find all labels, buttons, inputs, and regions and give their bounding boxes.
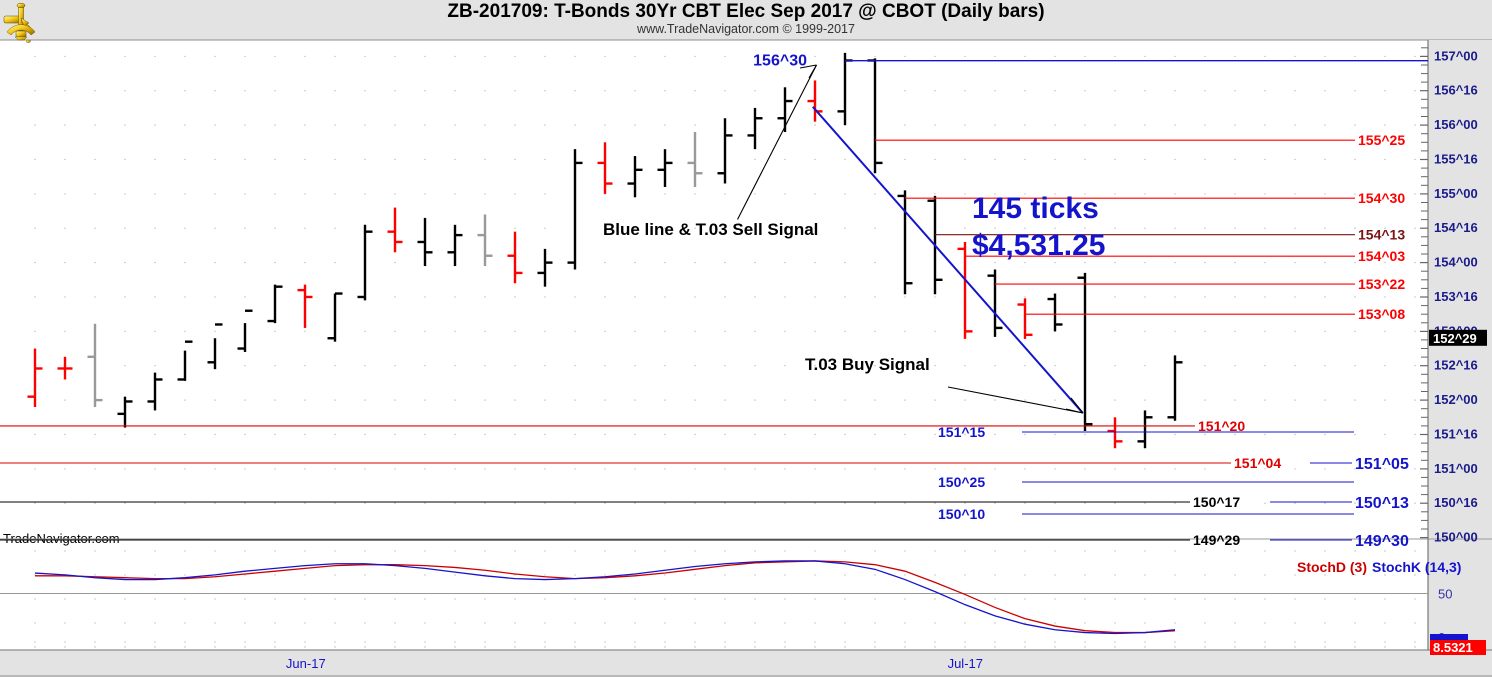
svg-text:153^22: 153^22: [1358, 276, 1405, 292]
svg-text:155^25: 155^25: [1358, 132, 1405, 148]
svg-text:Blue line & T.03 Sell Signal: Blue line & T.03 Sell Signal: [603, 220, 818, 239]
svg-text:www.TradeNavigator.com © 1999-: www.TradeNavigator.com © 1999-2017: [636, 22, 855, 36]
svg-text:154^13: 154^13: [1358, 227, 1405, 243]
svg-text:152^16: 152^16: [1434, 358, 1478, 373]
svg-text:Jun-17: Jun-17: [286, 656, 326, 671]
svg-text:152^00: 152^00: [1434, 392, 1478, 407]
svg-text:151^05: 151^05: [1355, 456, 1409, 473]
svg-text:$4,531.25: $4,531.25: [972, 229, 1105, 262]
svg-text:157^00: 157^00: [1434, 48, 1478, 63]
svg-text:156^00: 156^00: [1434, 117, 1478, 132]
svg-text:StochD (3): StochD (3): [1297, 559, 1367, 575]
svg-text:153^08: 153^08: [1358, 306, 1405, 322]
svg-text:151^04: 151^04: [1234, 455, 1281, 471]
svg-text:150^00: 150^00: [1434, 530, 1478, 545]
svg-text:150^25: 150^25: [938, 474, 985, 490]
svg-text:155^00: 155^00: [1434, 186, 1478, 201]
svg-text:8.5321: 8.5321: [1433, 640, 1473, 655]
svg-text:150^17: 150^17: [1193, 494, 1240, 510]
svg-text:149^30: 149^30: [1355, 533, 1409, 550]
svg-text:149^29: 149^29: [1193, 532, 1240, 548]
svg-text:150^13: 150^13: [1355, 495, 1409, 512]
svg-text:StochK (14,3): StochK (14,3): [1372, 559, 1461, 575]
svg-text:151^16: 151^16: [1434, 427, 1478, 442]
svg-text:150^10: 150^10: [938, 506, 985, 522]
svg-text:154^03: 154^03: [1358, 248, 1405, 264]
svg-text:153^16: 153^16: [1434, 289, 1478, 304]
svg-text:50: 50: [1438, 587, 1452, 602]
svg-text:Jul-17: Jul-17: [948, 656, 983, 671]
svg-text:150^16: 150^16: [1434, 495, 1478, 510]
svg-text:156^30: 156^30: [753, 53, 807, 70]
svg-text:ZB-201709: T-Bonds 30Yr CBT E: ZB-201709: T-Bonds 30Yr CBT Elec Sep 201…: [447, 1, 1044, 22]
svg-text:154^00: 154^00: [1434, 255, 1478, 270]
svg-text:156^16: 156^16: [1434, 83, 1478, 98]
svg-text:151^15: 151^15: [938, 424, 985, 440]
svg-text:145 ticks: 145 ticks: [972, 192, 1099, 225]
svg-text:154^16: 154^16: [1434, 220, 1478, 235]
svg-text:155^16: 155^16: [1434, 152, 1478, 167]
svg-text:T.03 Buy Signal: T.03 Buy Signal: [805, 355, 930, 374]
svg-text:154^30: 154^30: [1358, 190, 1405, 206]
svg-text:151^00: 151^00: [1434, 461, 1478, 476]
svg-text:152^29: 152^29: [1433, 331, 1477, 346]
